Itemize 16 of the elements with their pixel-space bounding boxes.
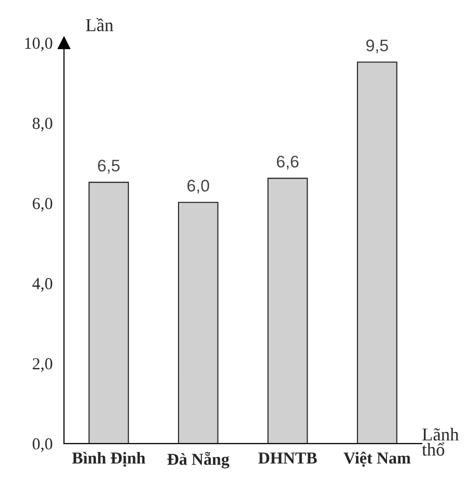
y-tick-label: 0,0 [32,438,52,452]
x-axis-title: Lãnh thổ [422,428,459,456]
x-tick-label: Việt Nam [344,452,411,467]
y-tick-label: 6,0 [32,198,52,212]
x-tick-label: Bình Định [72,452,146,467]
data-label: 9,5 [366,40,388,54]
y-tick-label: 4,0 [32,278,52,292]
data-label: 6,0 [187,180,210,194]
y-tick-label: 10,0 [25,38,52,52]
y-tick-label: 2,0 [32,358,52,372]
y-tick-label: 8,0 [32,118,52,132]
data-label: 6,6 [276,156,299,170]
x-tick-label: Đà Nẵng [167,452,230,468]
data-label: 6,5 [98,160,120,174]
x-tick-label: DHNTB [258,452,317,464]
y-axis-title: Lần [86,18,114,32]
